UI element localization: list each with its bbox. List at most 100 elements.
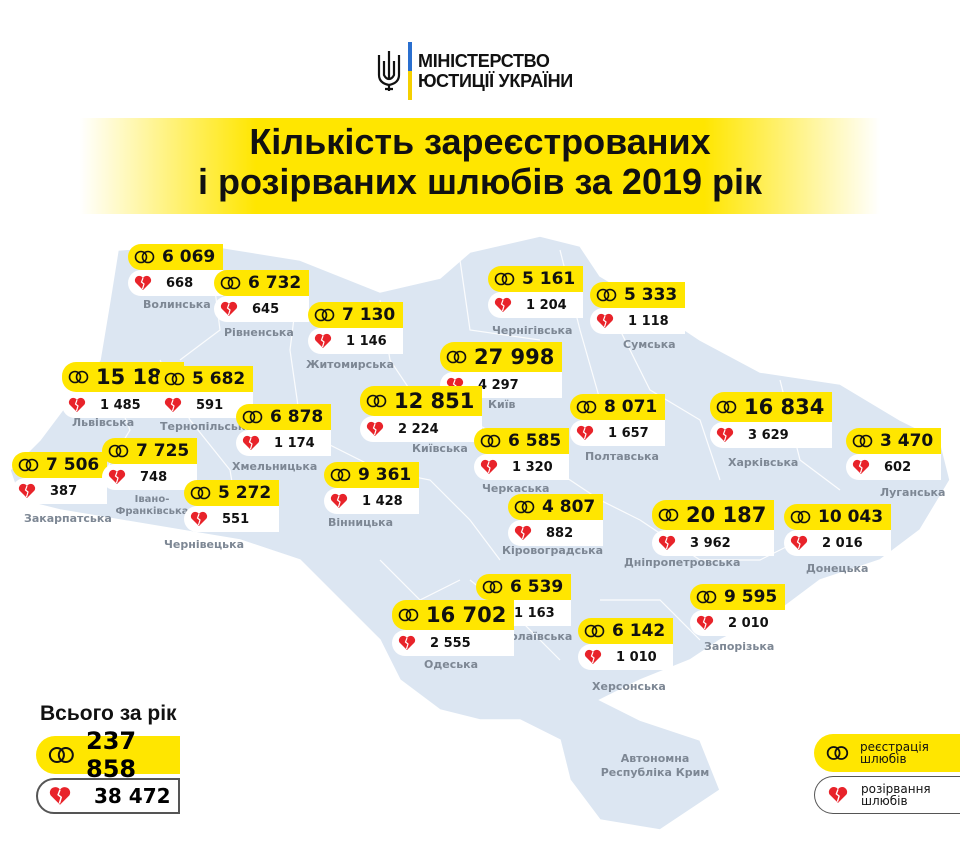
broken-heart-icon [398,635,416,650]
broken-heart-icon [330,493,348,508]
broken-heart-icon [108,469,126,484]
broken-heart-icon [716,427,734,442]
region-card-poltavska: 8 071 1 657 [570,394,666,446]
broken-heart-icon [790,535,808,550]
region-label: Тернопільська [160,420,253,433]
region-label: Київ [488,398,516,411]
region-card-zakarpatska: 7 506 387 [12,452,108,504]
wedding-rings-icon [790,510,811,524]
logo-line2: ЮСТИЦІЇ УКРАЇНИ [418,71,573,91]
region-card-sumska: 5 333 1 118 [590,282,686,334]
wedding-rings-icon [514,500,535,514]
broken-heart-icon [134,275,152,290]
region-label: Чернігівська [492,324,573,337]
broken-heart-icon [576,425,594,440]
region-card-dnipropetrovska: 20 187 3 962 [652,500,775,556]
region-label: Херсонська [592,680,666,693]
region-card-rivnenska: 6 732 645 [214,270,310,322]
region-label: Івано-Франківська [115,494,189,517]
region-label: Чернівецька [164,538,245,551]
region-card-luhanska: 3 470 602 [846,428,942,480]
region-card-donetska: 10 043 2 016 [784,504,892,556]
region-card-odeska: 16 702 2 555 [392,600,515,656]
wedding-rings-icon [482,580,503,594]
region-label: Львівська [72,416,135,429]
trident-icon [377,51,401,91]
wedding-rings-icon [134,250,155,264]
broken-heart-icon [314,333,332,348]
wedding-rings-icon [584,624,605,638]
broken-heart-icon [596,313,614,328]
region-label: Волинська [143,298,211,311]
page-title: Кількість зареєстрованих і розірваних шл… [197,121,763,202]
broken-heart-icon [658,535,676,550]
wedding-rings-icon [242,410,263,424]
region-card-khmelnytska: 6 878 1 174 [236,404,332,456]
wedding-rings-icon [576,400,597,414]
totals-label: Всього за рік [40,702,177,725]
region-card-volynska: 6 069 668 [128,244,224,296]
ministry-logo: МІНІСТЕРСТВО ЮСТИЦІЇ УКРАЇНИ [376,42,573,100]
region-label: Черкаська [482,482,550,495]
region-label: Кіровоградська [502,544,604,557]
broken-heart-icon [514,525,532,540]
region-card-chernihivska: 5 161 1 204 [488,266,584,318]
region-card-zaporizka: 9 595 2 010 [690,584,786,636]
wedding-rings-icon [696,590,717,604]
region-card-kyivska: 12 851 2 224 [360,386,483,442]
region-card-chernivetska: 5 272 551 [184,480,280,532]
region-label: Донецька [806,562,869,575]
wedding-rings-icon [446,350,467,364]
region-label: Закарпатська [24,512,112,525]
region-label: Київська [412,442,468,455]
broken-heart-icon [164,397,182,412]
broken-heart-icon [18,483,36,498]
broken-heart-icon [828,786,848,803]
wedding-rings-icon [658,508,679,522]
wedding-rings-icon [220,276,241,290]
wedding-rings-icon [164,372,185,386]
region-card-zhytomyrska: 7 130 1 146 [308,302,404,354]
wedding-rings-icon [314,308,335,322]
region-label: Полтавська [585,450,659,463]
flag-bar [408,42,412,100]
region-card-ivano-frankivska: 7 725 748 [102,438,198,490]
region-card-khersonska: 6 142 1 010 [578,618,674,670]
broken-heart-icon [49,787,71,805]
region-label: Одеська [424,658,479,671]
wedding-rings-icon [826,746,849,760]
region-label: Хмельницька [232,460,318,473]
wedding-rings-icon [330,468,351,482]
region-label: Сумська [623,338,676,351]
wedding-rings-icon [716,400,737,414]
region-label: Луганська [880,486,946,499]
wedding-rings-icon [68,370,89,384]
broken-heart-icon [68,397,86,412]
wedding-rings-icon [398,608,419,622]
broken-heart-icon [494,297,512,312]
title-band [80,118,880,214]
wedding-rings-icon [190,486,211,500]
wedding-rings-icon [480,434,501,448]
total-divorced: 38 472 [36,778,180,814]
crimea-label: Автономна Республіка Крим [600,752,710,779]
broken-heart-icon [852,459,870,474]
legend-registration: реєстрація шлюбів [814,734,960,772]
broken-heart-icon [190,511,208,526]
region-label: Дніпропетровська [624,556,741,569]
broken-heart-icon [696,615,714,630]
broken-heart-icon [584,649,602,664]
logo-line1: МІНІСТЕРСТВО [418,51,550,71]
wedding-rings-icon [366,394,387,408]
region-card-kharkivska: 16 834 3 629 [710,392,833,448]
total-registered: 237 858 [36,727,180,783]
wedding-rings-icon [852,434,873,448]
wedding-rings-icon [596,288,617,302]
region-label: Харківська [728,456,799,469]
broken-heart-icon [366,421,384,436]
legend-divorce: розірвання шлюбів [814,776,960,814]
broken-heart-icon [480,459,498,474]
region-label: Вінницька [328,516,394,529]
broken-heart-icon [242,435,260,450]
wedding-rings-icon [48,746,74,764]
